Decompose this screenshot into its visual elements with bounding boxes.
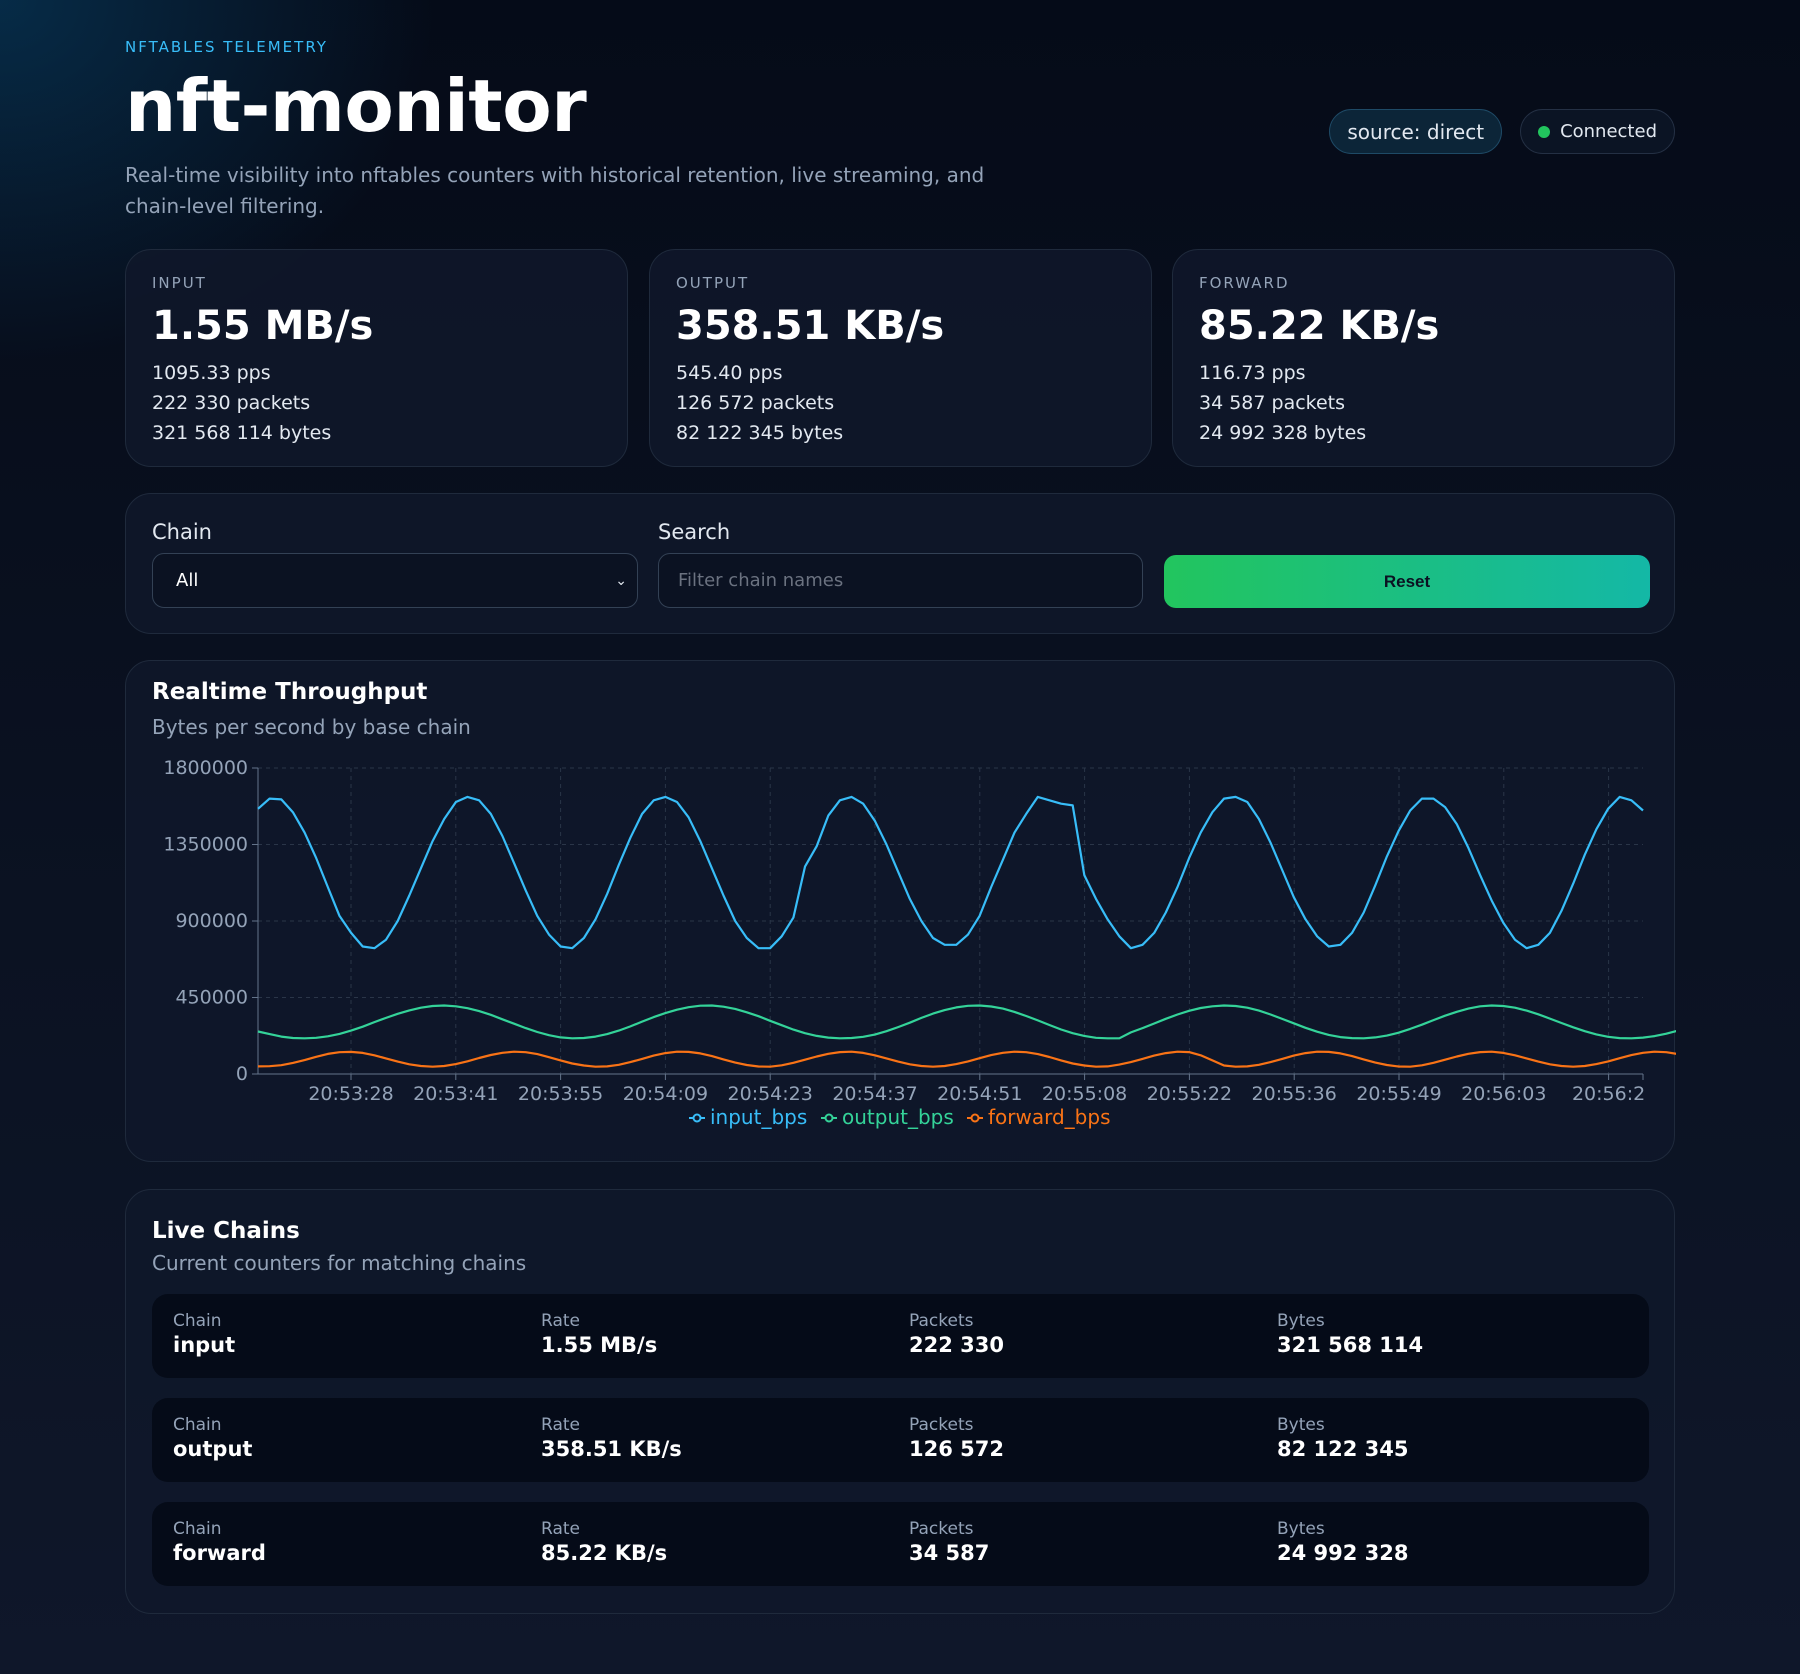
x-tick-label: 20:55:22 — [1147, 1083, 1232, 1105]
chain-packets: 34 587 — [909, 1541, 990, 1565]
chain-label: Chain — [173, 1415, 222, 1435]
x-tick-label: 20:54:09 — [623, 1083, 708, 1105]
chain-packets: 222 330 — [909, 1333, 1004, 1357]
stat-card-forward: FORWARD 85.22 KB/s 116.73 pps 34 587 pac… — [1172, 249, 1675, 467]
stat-card-input: INPUT 1.55 MB/s 1095.33 pps 222 330 pack… — [125, 249, 628, 467]
stat-rate: 358.51 KB/s — [676, 303, 945, 349]
page-title: nft-monitor — [125, 64, 587, 148]
stat-label: OUTPUT — [676, 274, 750, 292]
y-tick-label: 1350000 — [163, 834, 248, 856]
chain-row[interactable]: Chain input Rate 1.55 MB/s Packets 222 330 … — [152, 1294, 1649, 1378]
x-tick-label: 20:55:49 — [1356, 1083, 1441, 1105]
chain-bytes: 82 122 345 — [1277, 1437, 1409, 1461]
legend-marker-dot — [692, 1113, 702, 1123]
stat-packets: 222 330 packets — [152, 392, 311, 414]
connection-status-badge: Connected — [1520, 109, 1675, 154]
chain-label: Chain — [173, 1519, 222, 1539]
chart-subtitle: Bytes per second by base chain — [152, 715, 471, 739]
live-chains-subtitle: Current counters for matching chains — [152, 1251, 527, 1275]
rate-label: Rate — [541, 1311, 580, 1331]
live-chains-title: Live Chains — [152, 1218, 300, 1244]
chain-row[interactable]: Chain forward Rate 85.22 KB/s Packets 34 58… — [152, 1502, 1649, 1586]
stat-pps: 545.40 pps — [676, 362, 783, 384]
stat-rate: 85.22 KB/s — [1199, 303, 1440, 349]
x-tick-label: 20:55:36 — [1252, 1083, 1337, 1105]
chain-label: Chain — [173, 1311, 222, 1331]
chain-name: input — [173, 1333, 236, 1357]
throughput-chart: 1800000 1350000 900000 450000 0 20:53:28 20:53… — [163, 757, 1676, 1129]
bytes-label: Bytes — [1277, 1519, 1325, 1539]
packets-label: Packets — [909, 1415, 974, 1435]
series-line-input_bps — [257, 795, 1644, 950]
series-line-forward_bps — [257, 1050, 1676, 1068]
reset-button[interactable]: Reset — [1164, 555, 1650, 608]
legend-label: input_bps — [710, 1105, 807, 1129]
chain-packets: 126 572 — [909, 1437, 1004, 1461]
source-badge: source: direct — [1329, 109, 1503, 154]
legend-marker-dot — [824, 1113, 834, 1123]
legend-label: output_bps — [842, 1105, 954, 1129]
status-dot-icon — [1538, 125, 1551, 138]
stat-pps: 1095.33 pps — [152, 362, 271, 384]
stat-packets: 126 572 packets — [676, 392, 835, 414]
stat-bytes: 82 122 345 bytes — [676, 422, 844, 444]
y-tick-label: 1800000 — [163, 757, 248, 779]
packets-label: Packets — [909, 1519, 974, 1539]
live-chains-card: Live Chains Current counters for matchin… — [125, 1189, 1675, 1614]
bytes-label: Bytes — [1277, 1415, 1325, 1435]
chain-row[interactable]: Chain output Rate 358.51 KB/s Packets 126 5… — [152, 1398, 1649, 1482]
rate-label: Rate — [541, 1415, 580, 1435]
stat-bytes: 24 992 328 bytes — [1199, 422, 1367, 444]
chain-filter-label: Chain — [152, 520, 212, 544]
stat-rate: 1.55 MB/s — [152, 303, 374, 349]
filters-panel: Chain All ⌄ Search Filter chain names Re… — [125, 493, 1675, 634]
x-tick-label: 20:54:37 — [832, 1083, 917, 1105]
chain-rate: 358.51 KB/s — [541, 1437, 682, 1461]
chain-select-value: All — [176, 570, 199, 591]
y-tick-label: 900000 — [175, 910, 248, 932]
legend-marker-dot — [970, 1113, 980, 1123]
stat-packets: 34 587 packets — [1199, 392, 1346, 414]
header-badges: source: direct Connected — [1329, 109, 1675, 154]
chain-bytes: 24 992 328 — [1277, 1541, 1409, 1565]
chain-select[interactable]: All ⌄ — [152, 553, 638, 608]
y-tick-label: 450000 — [175, 987, 248, 1009]
rate-label: Rate — [541, 1519, 580, 1539]
search-input[interactable]: Filter chain names — [658, 553, 1143, 608]
y-tick-label: 0 — [236, 1063, 248, 1085]
x-tick-label: 20:56:2 — [1572, 1083, 1645, 1105]
legend-label: forward_bps — [988, 1105, 1111, 1129]
chain-rate: 85.22 KB/s — [541, 1541, 668, 1565]
stat-bytes: 321 568 114 bytes — [152, 422, 332, 444]
eyebrow: NFTABLES TELEMETRY — [125, 38, 328, 56]
bytes-label: Bytes — [1277, 1311, 1325, 1331]
chart-title: Realtime Throughput — [152, 679, 428, 705]
stat-label: INPUT — [152, 274, 207, 292]
stat-card-output: OUTPUT 358.51 KB/s 545.40 pps 126 572 pa… — [649, 249, 1152, 467]
throughput-chart-card: Realtime Throughput Bytes per second by … — [125, 660, 1676, 1162]
connection-status-label: Connected — [1560, 121, 1657, 142]
x-tick-label: 20:54:51 — [937, 1083, 1022, 1105]
stat-pps: 116.73 pps — [1199, 362, 1306, 384]
chevron-down-icon: ⌄ — [615, 572, 627, 589]
x-tick-label: 20:53:41 — [413, 1083, 498, 1105]
chain-rate: 1.55 MB/s — [541, 1333, 658, 1357]
x-tick-label: 20:53:28 — [308, 1083, 393, 1105]
chain-bytes: 321 568 114 — [1277, 1333, 1424, 1357]
chain-name: output — [173, 1437, 253, 1461]
x-tick-label: 20:54:23 — [728, 1083, 813, 1105]
stat-label: FORWARD — [1199, 274, 1290, 292]
x-tick-label: 20:53:55 — [518, 1083, 603, 1105]
search-label: Search — [658, 520, 731, 544]
x-tick-label: 20:56:03 — [1461, 1083, 1546, 1105]
chain-name: forward — [173, 1541, 266, 1565]
x-tick-label: 20:55:08 — [1042, 1083, 1127, 1105]
page-subtitle: Real-time visibility into nftables count… — [125, 163, 985, 218]
series-line-output_bps — [257, 1004, 1676, 1040]
packets-label: Packets — [909, 1311, 974, 1331]
